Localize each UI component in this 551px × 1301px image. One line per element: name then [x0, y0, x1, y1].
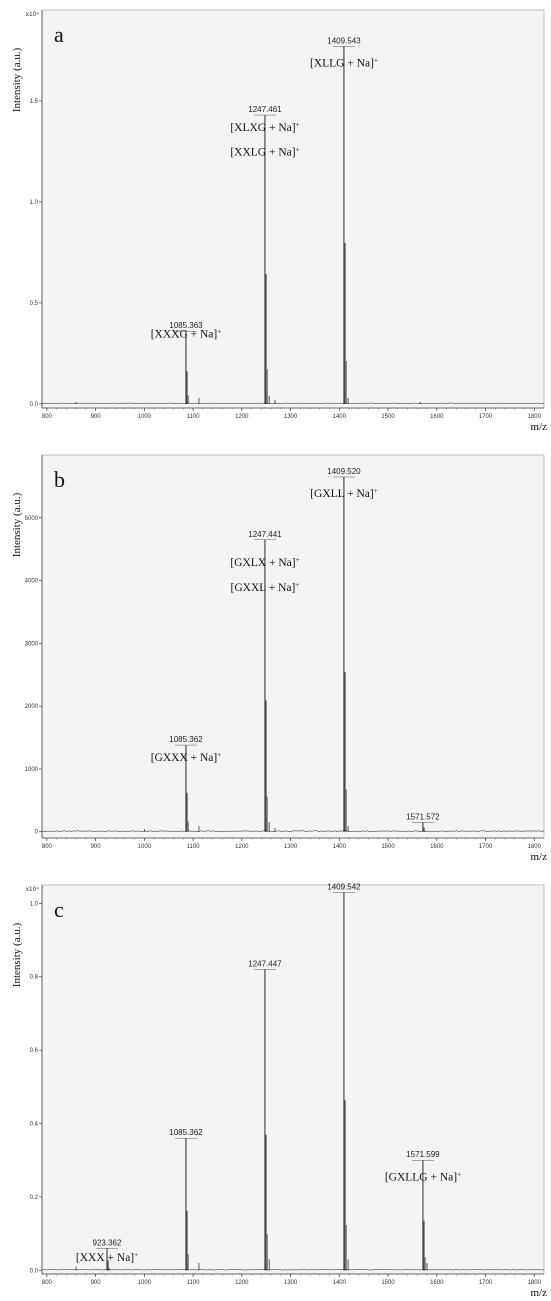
x-tick-label: 1100 [187, 414, 201, 420]
x-tick-label: 1200 [235, 844, 249, 850]
x-tick-label: 1000 [138, 414, 152, 420]
y-tick-label: 0.8 [30, 975, 39, 981]
x-tick-label: 1500 [381, 414, 395, 420]
y-tick-label: 1000 [25, 767, 39, 773]
ion-annotation: [GXLX + Na]+ [230, 556, 299, 569]
peak-mz-label: 1247.441 [248, 530, 282, 539]
y-tick-label: 0.0 [30, 402, 39, 408]
baseline-trace [41, 1268, 545, 1271]
x-tick-label: 1100 [187, 1280, 201, 1286]
baseline-trace [41, 402, 545, 405]
y-tick-label: 1.0 [30, 901, 39, 907]
x-tick-label: 1800 [528, 414, 542, 420]
x-tick-label: 1400 [333, 1280, 347, 1286]
ion-annotation: [XXXG + Na]+ [151, 327, 222, 340]
peak-mz-label: 923.362 [93, 1238, 122, 1247]
x-tick-label: 900 [91, 1280, 102, 1286]
peak-mz-label: 1409.543 [327, 36, 361, 45]
x-tick-label: 1700 [479, 1280, 493, 1286]
x-tick-label: 1100 [187, 844, 201, 850]
x-tick-label: 1600 [430, 414, 444, 420]
y-axis-title: Intensity (a.u.) [11, 492, 23, 557]
x-tick-label: 1400 [333, 844, 347, 850]
x-tick-label: 1800 [528, 1280, 542, 1286]
peak-mz-label: 1085.362 [169, 1128, 203, 1137]
x-tick-label: 1000 [138, 844, 152, 850]
y-multiplier: x10⁴ [26, 11, 39, 18]
y-tick-label: 0.2 [30, 1195, 39, 1201]
y-tick-label: 5000 [25, 516, 39, 522]
y-tick-label: 0.5 [30, 301, 39, 307]
panel-label: a [54, 22, 64, 47]
x-tick-label: 1500 [381, 844, 395, 850]
ion-annotation: [XXLG + Na]+ [230, 145, 299, 158]
ion-annotation: [XXX + Na]+ [76, 1251, 138, 1264]
x-tick-label: 1200 [235, 414, 249, 420]
peak-mz-label: 1409.520 [327, 467, 361, 476]
x-tick-label: 1300 [284, 844, 298, 850]
y-tick-label: 0.6 [30, 1048, 39, 1054]
x-tick-label: 1800 [528, 844, 542, 850]
x-tick-label: 1700 [479, 414, 493, 420]
ion-annotation: [GXLL + Na]+ [310, 487, 378, 500]
peak-mz-label: 1409.542 [327, 882, 361, 891]
x-tick-label: 1300 [284, 414, 298, 420]
y-tick-label: 0.0 [30, 1268, 39, 1274]
x-axis-title: m/z [531, 421, 548, 433]
y-axis-title: Intensity (a.u.) [11, 47, 23, 112]
peak-mz-label: 1571.572 [406, 812, 440, 821]
x-tick-label: 1300 [284, 1280, 298, 1286]
y-tick-label: 3000 [25, 641, 39, 647]
peak-mz-label: 1247.461 [248, 105, 282, 114]
x-tick-label: 1200 [235, 1280, 249, 1286]
x-axis-title: m/z [531, 1287, 548, 1299]
x-tick-label: 1600 [430, 844, 444, 850]
x-tick-label: 900 [91, 844, 102, 850]
plot-area [41, 9, 545, 409]
ion-annotation: [GXXX + Na]+ [151, 751, 222, 764]
x-tick-label: 1400 [333, 414, 347, 420]
ion-annotation: [XLXG + Na]+ [230, 121, 299, 134]
peak-mz-label: 1247.447 [248, 959, 282, 968]
y-tick-label: 0 [35, 830, 39, 836]
y-tick-label: 0.4 [30, 1122, 39, 1128]
y-tick-label: 2000 [25, 704, 39, 710]
y-tick-label: 1.0 [30, 200, 39, 206]
ion-annotation: [GXXL + Na]+ [231, 581, 300, 594]
x-tick-label: 800 [42, 844, 53, 850]
peak-mz-label: 1085.363 [169, 321, 203, 330]
x-axis-title: m/z [531, 851, 548, 863]
baseline-trace [41, 830, 545, 832]
panel-label: c [54, 897, 64, 922]
x-tick-label: 1000 [138, 1280, 152, 1286]
x-tick-label: 1600 [430, 1280, 444, 1286]
y-tick-label: 4000 [25, 579, 39, 585]
ion-annotation: [GXLLG + Na]+ [385, 1170, 461, 1183]
y-multiplier: x10⁴ [26, 886, 39, 893]
panel-label: b [54, 467, 65, 492]
plot-area [41, 884, 545, 1275]
plot-area [41, 454, 545, 839]
peak-mz-label: 1571.599 [406, 1150, 440, 1159]
x-tick-label: 800 [42, 414, 53, 420]
peak-mz-label: 1085.362 [169, 735, 203, 744]
x-tick-label: 900 [91, 414, 102, 420]
x-tick-label: 1700 [479, 844, 493, 850]
y-axis-title: Intensity (a.u.) [11, 922, 23, 987]
ion-annotation: [XLLG + Na]+ [310, 57, 378, 70]
y-tick-label: 1.5 [30, 99, 39, 105]
x-tick-label: 800 [42, 1280, 53, 1286]
x-tick-label: 1500 [381, 1280, 395, 1286]
